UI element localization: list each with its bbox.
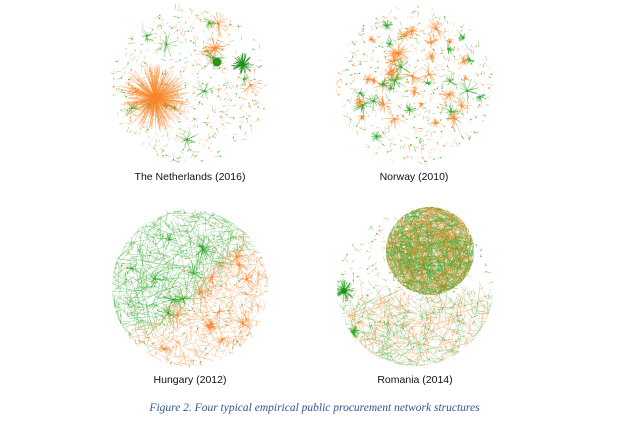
figure-caption: Figure 2. Four typical empirical public …: [149, 402, 480, 414]
network-hungary-edges: [111, 208, 269, 369]
network-panel-netherlands: The Netherlands (2016): [105, 0, 275, 190]
network-graph-netherlands: [110, 3, 268, 164]
panel-label-romania: Romania (2014): [377, 374, 453, 386]
network-graph-romania: [336, 206, 494, 367]
network-graph-hungary: [111, 208, 269, 369]
panel-label-netherlands: The Netherlands (2016): [134, 171, 246, 183]
network-panel-romania: Romania (2014): [330, 203, 500, 393]
network-graph-norway: [335, 5, 494, 167]
panel-label-hungary: Hungary (2012): [153, 374, 227, 386]
network-panel-hungary: Hungary (2012): [105, 203, 275, 393]
network-norway-edges: [335, 5, 494, 167]
network-romania-core: [385, 206, 475, 296]
panel-label-norway: Norway (2010): [379, 171, 449, 183]
network-panel-norway: Norway (2010): [329, 0, 499, 190]
network-netherlands-edges: [110, 3, 268, 164]
network-romania-edges: [336, 210, 494, 367]
